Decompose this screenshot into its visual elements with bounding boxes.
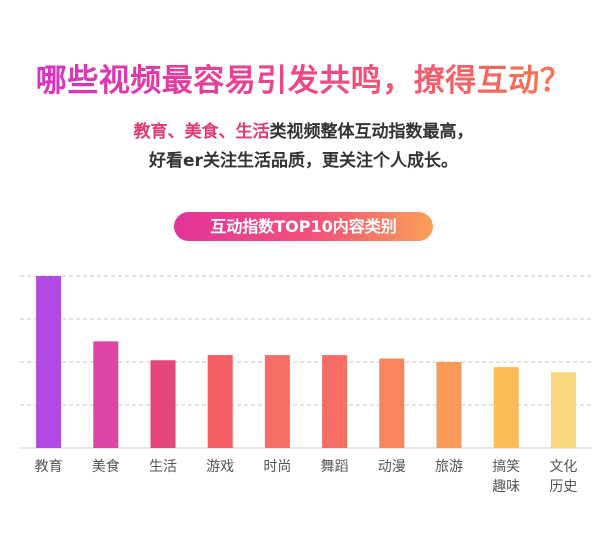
bar-3 [150,360,176,448]
bar-10 [550,372,576,448]
x-tick-label-10-line-2: 历史 [549,479,577,495]
x-tick-label-5: 时尚 [263,459,291,475]
bar-6 [322,355,348,448]
subtitle-highlight: 教育、美食、生活 [133,122,270,142]
x-tick-label-3: 生活 [149,459,177,475]
bar-2 [93,341,119,448]
chart-title: 互动指数TOP10内容类别 [174,212,433,241]
bar-9 [493,367,519,448]
x-tick-label-8: 旅游 [435,459,463,475]
headline: 哪些视频最容易引发共鸣，撩得互动？ [0,55,607,100]
subtitle-line-1-rest: 类视频整体互动指数最高， [269,122,474,142]
x-tick-label-6: 舞蹈 [321,459,349,475]
bar-5 [264,355,290,448]
bar-4 [207,355,233,448]
x-tick-label-9-line-1: 搞笑 [492,459,520,475]
x-tick-label-1: 教育 [35,459,63,475]
bar-1 [36,276,62,448]
bar-7 [379,358,405,448]
x-tick-label-2: 美食 [92,458,120,475]
x-tick-label-7: 动漫 [378,459,406,475]
bar-8 [436,362,462,448]
x-tick-label-10-line-1: 文化 [549,459,577,475]
subtitle-line-1: 教育、美食、生活类视频整体互动指数最高， [0,117,607,142]
subtitle-line-2: 好看er关注生活品质，更关注个人成长。 [149,151,458,171]
x-tick-label-4: 游戏 [206,459,234,475]
x-tick-label-9-line-2: 趣味 [492,479,520,495]
